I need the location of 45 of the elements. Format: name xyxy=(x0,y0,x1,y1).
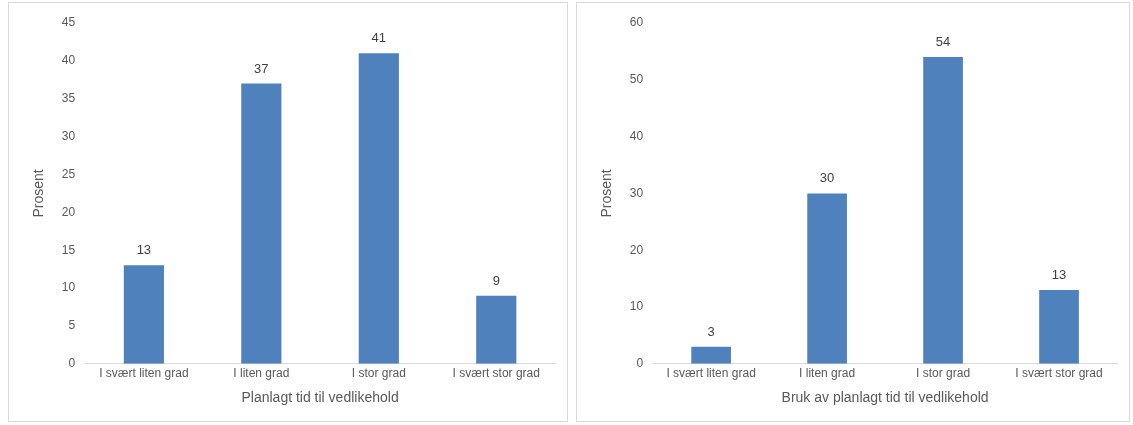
y-tick-label: 10 xyxy=(61,280,76,295)
data-label: 13 xyxy=(1051,267,1067,283)
y-tick-label: 25 xyxy=(61,166,76,181)
bar xyxy=(807,193,847,364)
x-axis-title: Planlagt tid til vedlikehold xyxy=(241,389,399,406)
y-tick-label: 0 xyxy=(68,356,76,371)
x-tick-label: I svært stor grad xyxy=(1015,366,1103,381)
y-tick-label: 60 xyxy=(629,15,644,30)
x-tick-label: I stor grad xyxy=(351,366,406,381)
data-label: 30 xyxy=(819,170,835,186)
data-label: 41 xyxy=(371,30,387,46)
y-axis-title: Prosent xyxy=(30,169,47,218)
bar xyxy=(476,295,517,364)
y-tick-label: 15 xyxy=(61,242,76,257)
y-tick-label: 20 xyxy=(629,242,644,257)
data-label: 3 xyxy=(707,323,715,339)
data-label: 9 xyxy=(492,272,500,288)
x-tick-label: I liten grad xyxy=(799,366,856,381)
y-tick-label: 30 xyxy=(61,128,76,143)
x-tick-label: I stor grad xyxy=(916,366,971,381)
y-tick-label: 20 xyxy=(61,204,76,219)
x-tick-label: I liten grad xyxy=(233,366,290,381)
y-tick-label: 0 xyxy=(636,356,644,371)
bar xyxy=(123,265,164,364)
x-axis-title: Bruk av planlagt tid til vedlikehold xyxy=(781,389,989,406)
data-label: 13 xyxy=(136,242,152,258)
bar xyxy=(691,346,731,364)
y-tick-label: 50 xyxy=(629,72,644,87)
bar xyxy=(358,53,399,364)
bar xyxy=(1039,289,1079,364)
y-tick-label: 30 xyxy=(629,185,644,200)
y-tick-label: 40 xyxy=(61,53,76,68)
x-tick-label: I svært liten grad xyxy=(666,366,756,381)
y-axis-title: Prosent xyxy=(598,169,615,218)
y-tick-label: 5 xyxy=(68,318,76,333)
x-tick-label: I svært liten grad xyxy=(99,366,189,381)
x-tick-label: I svært stor grad xyxy=(452,366,540,381)
y-tick-label: 40 xyxy=(629,128,644,143)
data-label: 54 xyxy=(935,34,951,50)
bar xyxy=(923,57,963,364)
y-tick-label: 10 xyxy=(629,299,644,314)
y-tick-label: 35 xyxy=(61,91,76,106)
data-label: 37 xyxy=(254,60,269,76)
y-tick-label: 45 xyxy=(61,15,76,30)
bar xyxy=(241,83,282,364)
